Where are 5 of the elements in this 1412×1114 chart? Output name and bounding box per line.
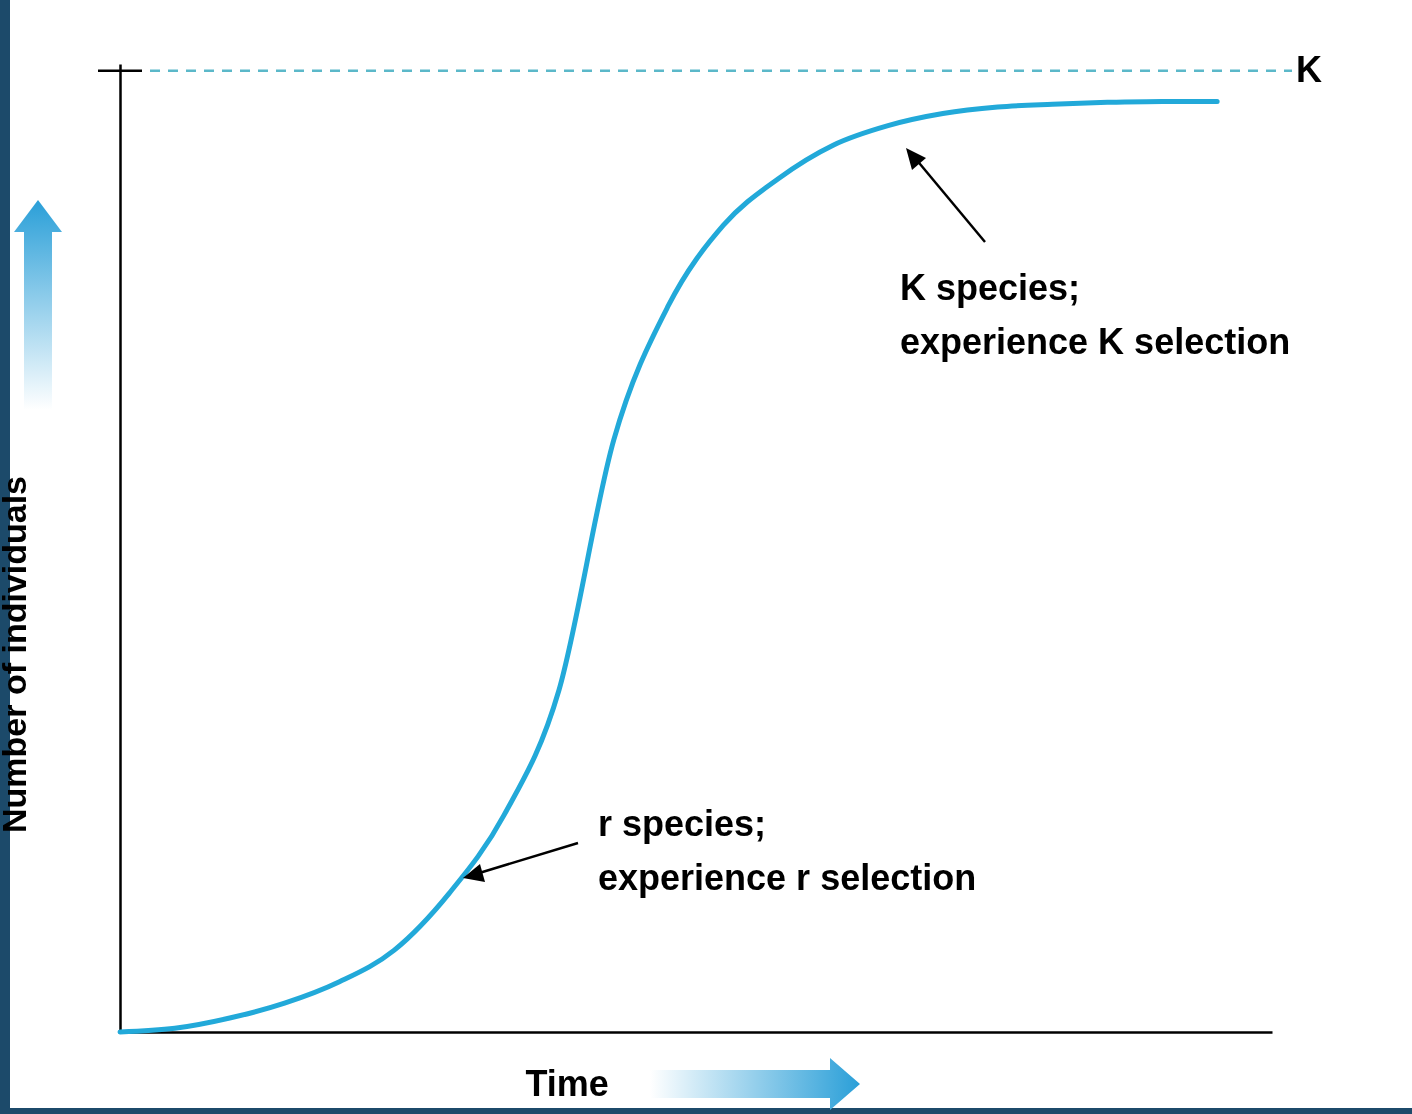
annotation: r species; experience r selection xyxy=(598,803,977,898)
ref-line-label: K xyxy=(1296,48,1322,90)
annotation: K species; experience K selection xyxy=(900,267,1291,362)
y-axis-title: Number of individuals xyxy=(0,475,33,834)
x-axis-title: Time xyxy=(525,1062,609,1104)
